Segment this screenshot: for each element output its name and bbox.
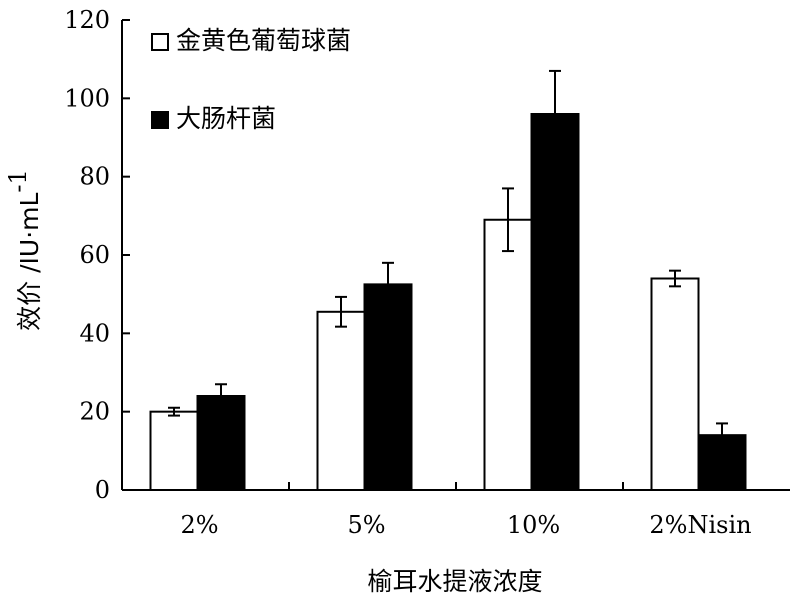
y-tick-label: 40 [79,319,110,347]
y-axis-title-text: 效价 /IU·mL [15,192,44,330]
bar-series2 [530,113,580,491]
chart-bars [149,69,747,491]
legend-swatch [151,111,169,129]
x-axis-title: 榆耳水提液浓度 [367,567,542,596]
y-tick-label: 120 [64,6,110,34]
legend-swatch [151,33,169,51]
svg-text:效价 /IU·mL-1: 效价 /IU·mL-1 [4,169,44,331]
y-tick-label: 80 [79,163,110,191]
y-axis-unit-superscript: -1 [4,169,32,192]
y-tick-label: 60 [79,241,110,269]
bar-series1 [483,218,533,491]
bar-series1 [149,410,199,491]
x-tick-label: 2% [180,511,218,539]
bar-series2 [363,283,413,491]
legend-label: 金黄色葡萄球菌 [176,26,351,55]
bar-series2 [196,395,246,491]
bar-series1 [316,310,366,491]
legend-label: 大肠杆菌 [176,104,276,133]
x-tick-label: 2%Nisin [649,511,751,539]
chart-axes: 0 20 40 60 80 100 120 2% 5% 10% 2%Nisin [64,6,790,539]
y-tick-label: 100 [64,84,110,112]
y-tick-label: 20 [79,398,110,426]
y-tick-label: 0 [95,476,110,504]
bar-series2 [697,434,747,491]
y-axis-title: 效价 /IU·mL-1 [4,169,44,331]
x-tick-label: 5% [347,511,385,539]
bar-series1 [650,277,700,491]
x-tick-label: 10% [507,511,560,539]
